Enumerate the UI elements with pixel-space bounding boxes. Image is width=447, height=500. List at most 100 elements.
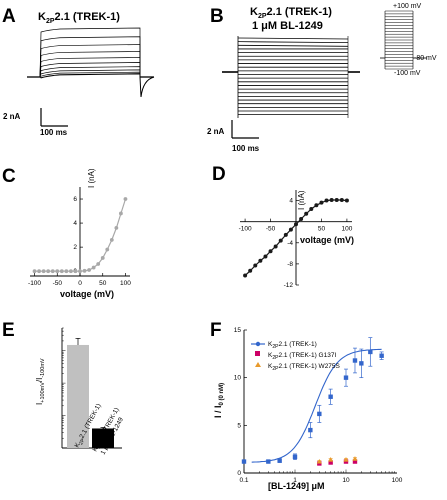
w275s-point bbox=[316, 458, 322, 464]
step-trace bbox=[237, 37, 349, 40]
wt-point bbox=[241, 459, 247, 464]
step-trace bbox=[39, 69, 141, 78]
panel-c-ylabel: I (nA) bbox=[87, 168, 96, 188]
data-point bbox=[87, 268, 91, 272]
data-point bbox=[59, 269, 64, 274]
step-trace bbox=[39, 62, 141, 78]
data-point bbox=[299, 217, 304, 222]
panel-d-label: D bbox=[212, 164, 226, 185]
w275s-point bbox=[328, 457, 334, 462]
panel-a-scale-y: 2 nA bbox=[3, 112, 21, 121]
protocol-bottom-label: -100 mV bbox=[394, 70, 421, 77]
protocol-mid-label: -80 mV bbox=[414, 55, 437, 62]
wt-point bbox=[343, 375, 349, 380]
legend-entry-w275s: K2P2.1 (TREK-1) W275S bbox=[255, 362, 341, 372]
data-point bbox=[109, 238, 114, 242]
panel-a-current-traces bbox=[27, 27, 155, 98]
y-tick-label: 10 bbox=[234, 375, 242, 382]
data-point bbox=[253, 263, 258, 268]
data-point bbox=[278, 238, 283, 243]
data-point bbox=[273, 244, 278, 249]
wt-point bbox=[277, 458, 282, 463]
x-tick-label: 100 bbox=[392, 477, 403, 484]
panel-a-title: K2P2.1 (TREK-1) bbox=[38, 11, 120, 25]
data-point bbox=[334, 198, 339, 203]
data-point bbox=[78, 269, 82, 274]
legend-entry-wt: K2P2.1 (TREK-1) bbox=[251, 341, 317, 350]
wt-point bbox=[352, 358, 358, 363]
panel-d-xlabel: voltage (mV) bbox=[300, 235, 354, 245]
step-trace bbox=[39, 73, 141, 79]
y-tick-label: -8 bbox=[287, 261, 293, 268]
g137i-point bbox=[328, 460, 333, 465]
data-point bbox=[91, 265, 96, 270]
data-point bbox=[309, 207, 314, 211]
y-tick-label: 4 bbox=[73, 220, 77, 227]
data-point bbox=[73, 269, 78, 274]
panel-b-subtitle: 1 μM BL-1249 bbox=[252, 20, 323, 32]
data-point bbox=[32, 269, 37, 274]
wt-point bbox=[368, 349, 373, 355]
y-tick-label: 5 bbox=[237, 422, 241, 429]
panel-b-label: B bbox=[210, 6, 224, 27]
data-point bbox=[100, 256, 105, 260]
x-tick-label: 10 bbox=[342, 477, 350, 484]
x-tick-label: 50 bbox=[318, 226, 326, 233]
wt-point bbox=[292, 454, 298, 459]
data-point bbox=[283, 232, 288, 237]
data-point bbox=[55, 269, 60, 274]
bar bbox=[67, 344, 89, 448]
fit-curve bbox=[251, 348, 382, 463]
data-point bbox=[37, 269, 41, 274]
step-trace bbox=[39, 73, 141, 78]
step-trace bbox=[39, 66, 141, 78]
panel-f-label: F bbox=[210, 320, 222, 341]
panel-d-iv-chart: 4 -4 -8 -12 -100 -50 50 100 bbox=[239, 190, 353, 289]
panel-a-label: A bbox=[2, 6, 16, 27]
y-tick-label: 4 bbox=[289, 198, 293, 205]
data-point bbox=[258, 258, 263, 263]
x-tick-label: 0.1 bbox=[239, 477, 248, 484]
wt-point bbox=[266, 459, 271, 464]
data-point bbox=[114, 225, 119, 230]
data-point bbox=[64, 269, 69, 274]
x-tick-label: -100 bbox=[28, 280, 41, 287]
data-point bbox=[319, 200, 324, 205]
data-point bbox=[41, 269, 46, 274]
data-point bbox=[324, 198, 329, 203]
data-point bbox=[263, 254, 268, 259]
data-point bbox=[268, 249, 273, 254]
data-point bbox=[294, 222, 298, 227]
wt-point bbox=[308, 427, 313, 433]
y-tick-label: -12 bbox=[284, 282, 294, 289]
panel-b-current-traces bbox=[222, 36, 360, 118]
y-tick-label: 0 bbox=[237, 470, 241, 477]
x-tick-label: 100 bbox=[341, 226, 352, 233]
data-point bbox=[329, 198, 334, 203]
panel-e-label: E bbox=[2, 320, 15, 341]
y-tick-label: 6 bbox=[73, 196, 77, 203]
panel-e-bar-chart bbox=[61, 327, 122, 449]
x-tick-label: 100 bbox=[120, 280, 131, 287]
w275s-point bbox=[352, 456, 358, 461]
data-point bbox=[304, 211, 309, 216]
data-point bbox=[123, 197, 128, 201]
panel-f-ylabel: I / I0 (0 nM) bbox=[213, 383, 225, 418]
g137i-point bbox=[352, 459, 358, 464]
data-point bbox=[248, 268, 253, 273]
y-tick-label: 15 bbox=[234, 327, 242, 334]
y-tick-label: -4 bbox=[287, 240, 293, 247]
step-trace bbox=[39, 27, 141, 78]
data-point bbox=[96, 262, 101, 266]
w275s-point bbox=[343, 457, 349, 462]
data-point bbox=[288, 227, 293, 232]
data-point bbox=[344, 198, 349, 203]
legend-wt-label: K2P2.1 (TREK-1) bbox=[268, 341, 317, 350]
y-tick-label: 2 bbox=[73, 244, 77, 251]
x-tick-label: -50 bbox=[53, 280, 63, 287]
panel-f-dose-response-chart: 0 5 10 15 0.1 1 10 100 bbox=[234, 327, 403, 484]
step-trace bbox=[39, 36, 141, 78]
data-point bbox=[119, 211, 123, 216]
